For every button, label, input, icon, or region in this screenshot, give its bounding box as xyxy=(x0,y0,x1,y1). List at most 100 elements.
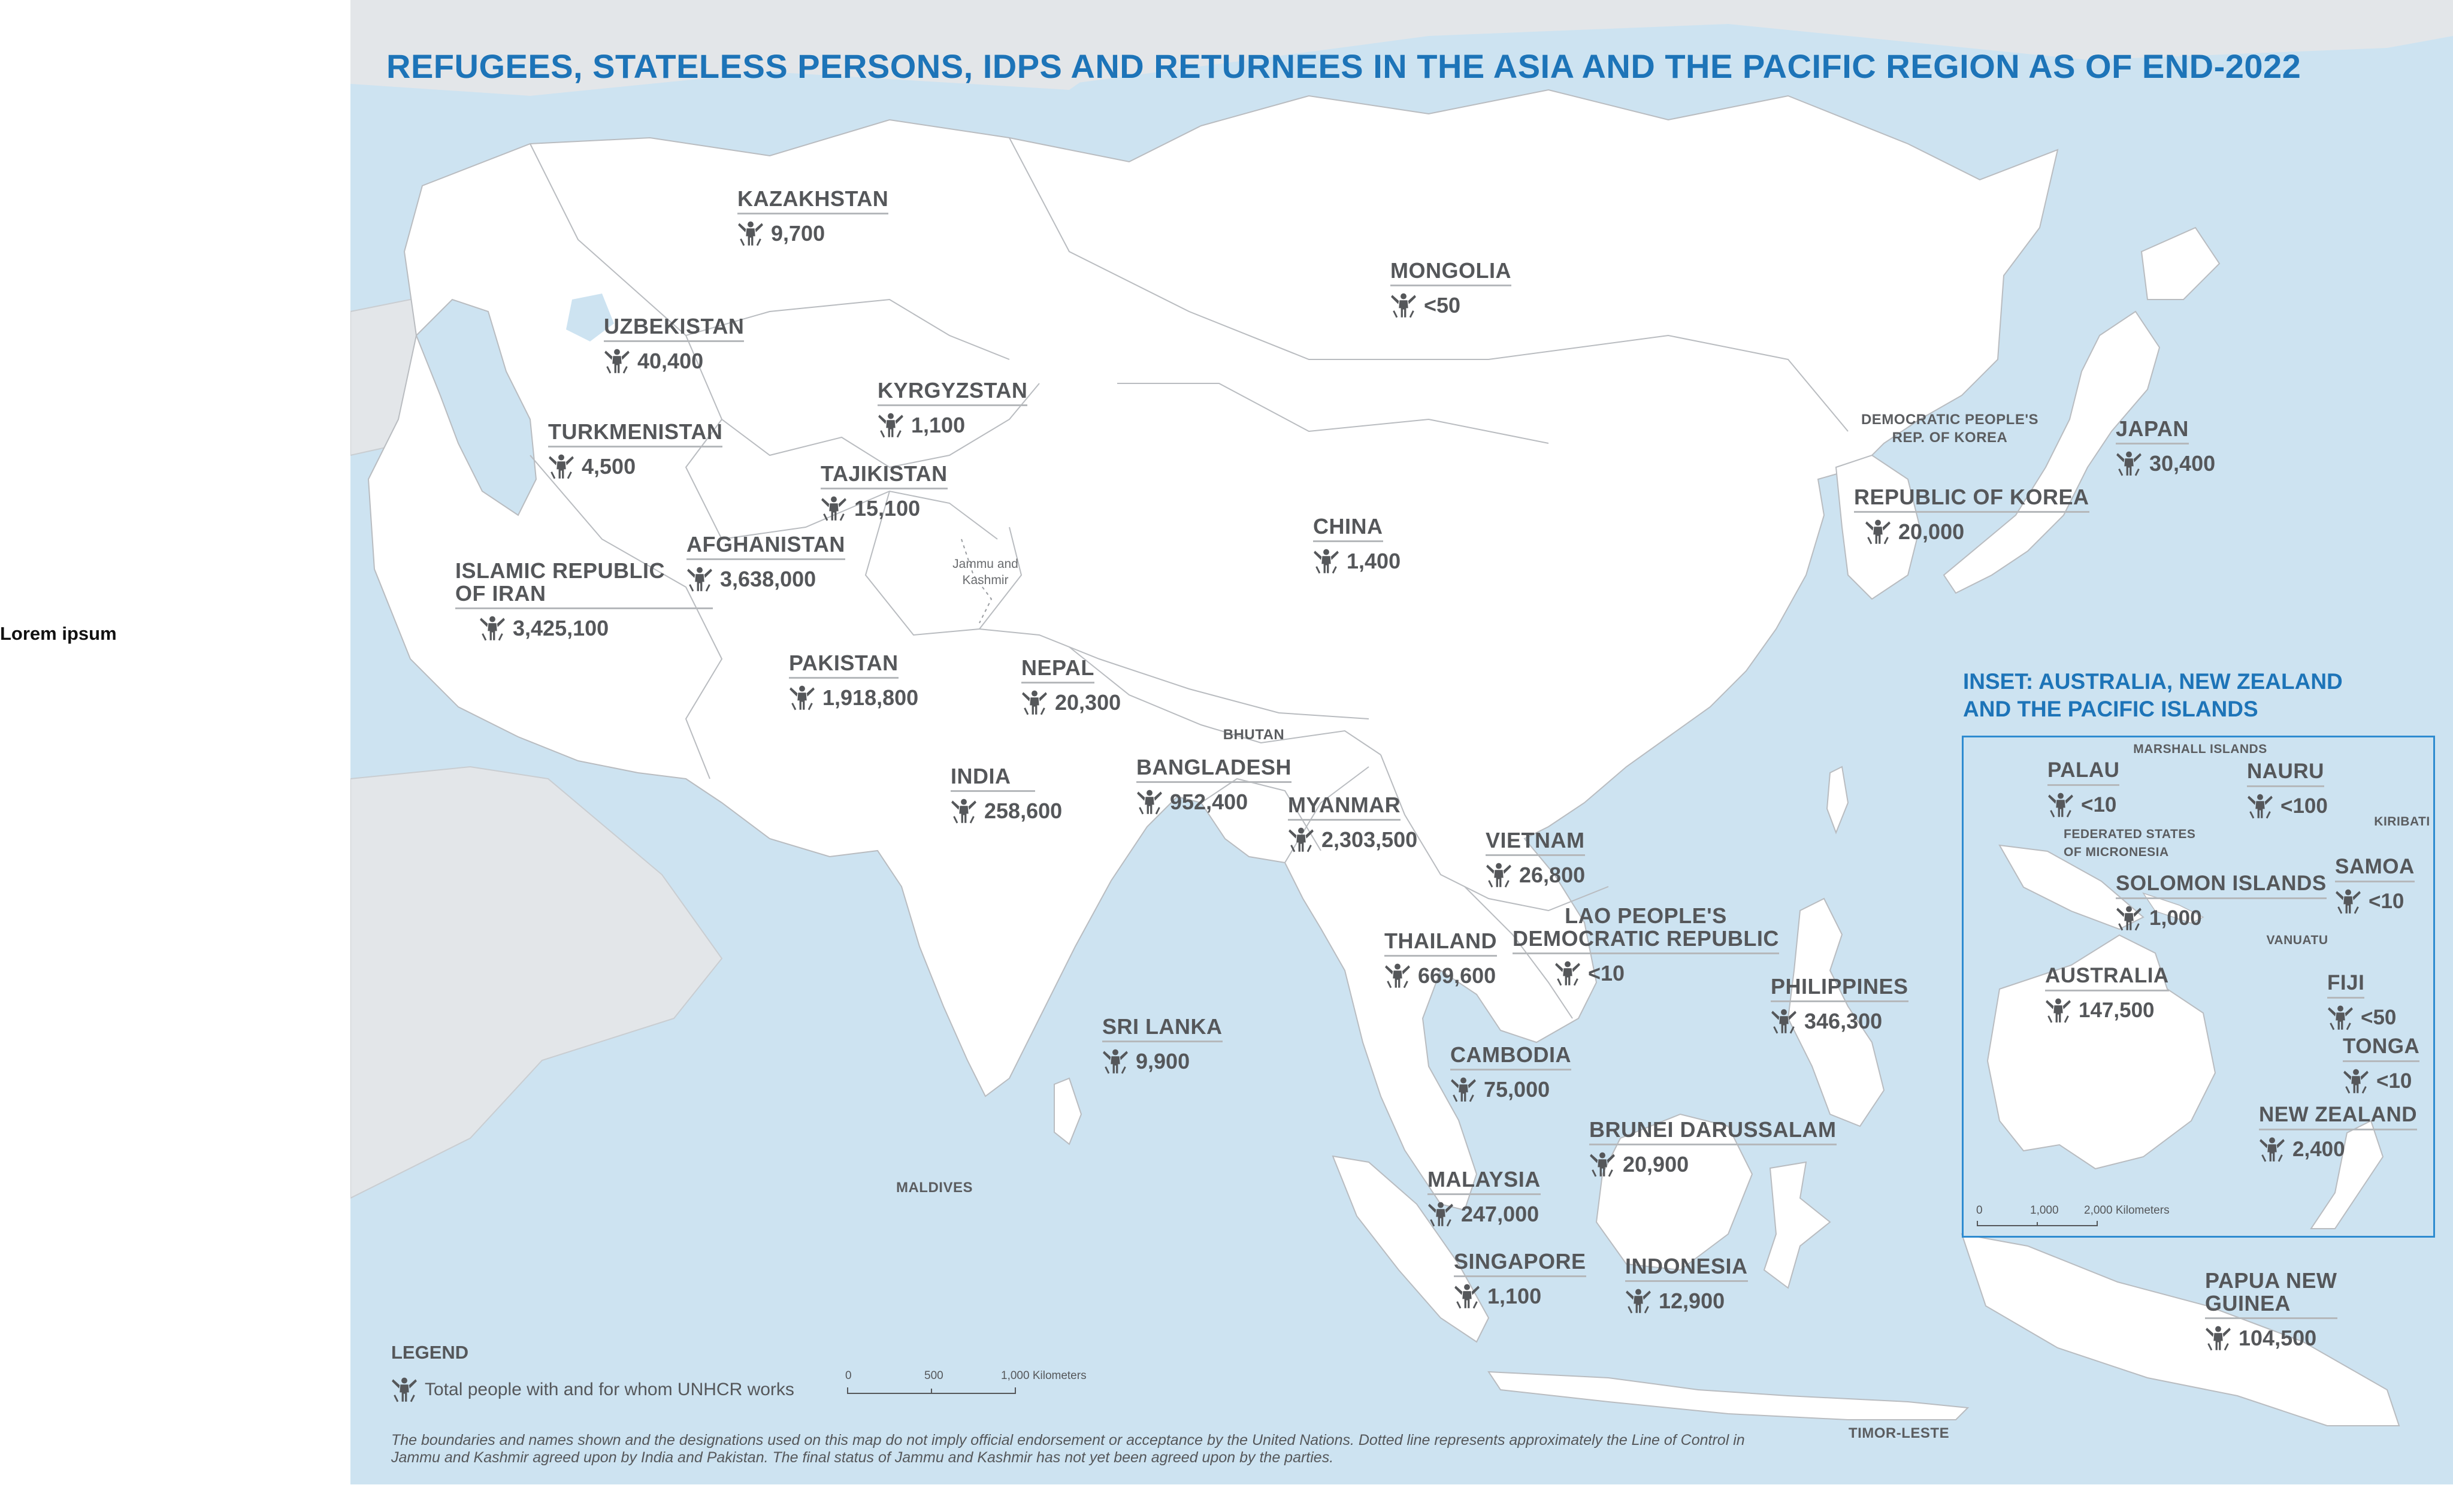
label-china[interactable]: CHINA 1,400 xyxy=(1313,515,1401,574)
country-value: 9,900 xyxy=(1136,1049,1190,1073)
label-lao[interactable]: LAO PEOPLE'S DEMOCRATIC REPUBLIC <10 xyxy=(1513,905,1779,987)
person-icon xyxy=(2247,793,2273,819)
country-name: INDIA xyxy=(951,765,1035,792)
country-name: KYRGYZSTAN xyxy=(878,379,1028,406)
label-malaysia[interactable]: MALAYSIA 247,000 xyxy=(1427,1168,1541,1227)
aral-sea xyxy=(566,294,614,341)
country-name: MALAYSIA xyxy=(1427,1168,1541,1195)
country-value: 952,400 xyxy=(1170,790,1248,814)
person-icon xyxy=(1102,1048,1129,1075)
label-new-zealand[interactable]: NEW ZEALAND 2,400 xyxy=(2259,1103,2418,1163)
label-jammu-kashmir: Jammu and Kashmir xyxy=(952,557,1018,587)
label-sri-lanka[interactable]: SRI LANKA 9,900 xyxy=(1102,1015,1223,1075)
person-icon xyxy=(2116,905,2142,932)
label-vietnam[interactable]: VIETNAM 26,800 xyxy=(1486,829,1585,888)
country-name: BANGLADESH xyxy=(1136,756,1292,783)
country-name: KAZAKHSTAN xyxy=(737,188,889,214)
country-name: FIJI xyxy=(2327,972,2365,999)
label-australia[interactable]: AUSTRALIA 147,500 xyxy=(2045,964,2169,1024)
person-icon xyxy=(2045,997,2071,1024)
label-tonga[interactable]: TONGA <10 xyxy=(2343,1035,2420,1094)
hokkaido xyxy=(2140,226,2221,300)
borneo xyxy=(1595,1113,1753,1271)
japan xyxy=(1943,310,2161,594)
country-value: 1,100 xyxy=(911,413,966,437)
label-cambodia[interactable]: CAMBODIA 75,000 xyxy=(1450,1044,1571,1103)
country-name: NAURU xyxy=(2247,760,2324,787)
label-thailand[interactable]: THAILAND 669,600 xyxy=(1384,930,1497,989)
country-value: 2,303,500 xyxy=(1321,827,1418,852)
map-panel[interactable]: REFUGEES, STATELESS PERSONS, IDPS AND RE… xyxy=(350,0,2453,1484)
label-singapore[interactable]: SINGAPORE 1,100 xyxy=(1454,1250,1586,1310)
person-icon xyxy=(1390,292,1417,319)
label-pakistan[interactable]: PAKISTAN 1,918,800 xyxy=(789,652,918,711)
person-icon xyxy=(548,453,574,480)
label-tajikistan[interactable]: TAJIKISTAN 15,100 xyxy=(821,462,948,522)
country-name: TONGA xyxy=(2343,1035,2420,1062)
country-value: 1,918,800 xyxy=(822,685,919,710)
main-scale-0: 0 xyxy=(845,1369,852,1382)
person-icon xyxy=(2047,792,2074,818)
legend-title: LEGEND xyxy=(391,1342,469,1363)
label-brunei[interactable]: BRUNEI DARUSSALAM 20,900 xyxy=(1589,1118,1837,1178)
label-maldives: MALDIVES xyxy=(896,1180,973,1196)
country-value: <10 xyxy=(2081,793,2117,817)
label-palau[interactable]: PALAU <10 xyxy=(2047,759,2120,818)
label-turkmenistan[interactable]: TURKMENISTAN 4,500 xyxy=(548,421,723,480)
label-japan[interactable]: JAPAN 30,400 xyxy=(2116,418,2215,477)
country-name: PALAU xyxy=(2047,759,2120,786)
country-value: 12,900 xyxy=(1659,1289,1725,1313)
label-afghanistan[interactable]: AFGHANISTAN 3,638,000 xyxy=(686,533,845,592)
label-marshall-islands: MARSHALL ISLANDS xyxy=(2133,742,2267,756)
label-nepal[interactable]: NEPAL 20,300 xyxy=(1021,657,1121,716)
label-uzbekistan[interactable]: UZBEKISTAN 40,400 xyxy=(604,315,745,374)
label-india[interactable]: INDIA 258,600 xyxy=(951,765,1062,824)
person-icon xyxy=(1589,1151,1616,1178)
label-fiji[interactable]: FIJI <50 xyxy=(2327,972,2396,1031)
inset-frame[interactable] xyxy=(1962,736,2435,1238)
legend-item-label: Total people with and for whom UNHCR wor… xyxy=(425,1380,794,1399)
inset-land xyxy=(1986,844,2384,1229)
label-vanuatu: VANUATU xyxy=(2266,933,2328,947)
label-mongolia[interactable]: MONGOLIA <50 xyxy=(1390,259,1511,319)
label-indonesia[interactable]: INDONESIA 12,900 xyxy=(1625,1255,1748,1314)
country-value: <10 xyxy=(2369,890,2404,913)
label-kyrgyzstan[interactable]: KYRGYZSTAN 1,100 xyxy=(878,379,1028,439)
other-land-arabia xyxy=(350,766,723,1199)
country-value: 3,638,000 xyxy=(720,567,816,591)
label-samoa[interactable]: SAMOA <10 xyxy=(2335,855,2415,915)
java xyxy=(1487,1371,1970,1420)
label-myanmar[interactable]: MYANMAR 2,303,500 xyxy=(1288,794,1417,853)
main-scale-bar: 0 500 1,000 Kilometers xyxy=(845,1369,1087,1399)
person-icon xyxy=(951,798,977,824)
person-icon xyxy=(604,348,630,374)
country-value: <50 xyxy=(2361,1006,2397,1029)
main-scale-2: 1,000 Kilometers xyxy=(1001,1369,1087,1382)
country-name: SINGAPORE xyxy=(1454,1250,1586,1277)
map-title: REFUGEES, STATELESS PERSONS, IDPS AND RE… xyxy=(386,47,2301,85)
country-value: 4,500 xyxy=(582,454,636,479)
label-philippines[interactable]: PHILIPPINES 346,300 xyxy=(1771,975,1908,1035)
person-icon xyxy=(1136,789,1163,815)
country-name: NEW ZEALAND xyxy=(2259,1103,2418,1130)
sulawesi xyxy=(1763,1161,1831,1289)
label-kazakhstan[interactable]: KAZAKHSTAN 9,700 xyxy=(737,188,889,247)
country-value: 247,000 xyxy=(1461,1202,1539,1226)
label-solomon-islands[interactable]: SOLOMON ISLANDS 1,000 xyxy=(2116,872,2327,932)
country-name: ISLAMIC REPUBLIC OF IRAN xyxy=(455,560,713,609)
country-name: TAJIKISTAN xyxy=(821,462,948,489)
person-icon xyxy=(1021,690,1048,716)
person-icon xyxy=(2335,888,2361,915)
label-nauru[interactable]: NAURU <100 xyxy=(2247,760,2328,819)
sri-lanka xyxy=(1054,1077,1082,1145)
label-republic-of-korea[interactable]: REPUBLIC OF KOREA 20,000 xyxy=(1854,486,2089,545)
label-papua-new-guinea[interactable]: PAPUA NEW GUINEA 104,500 xyxy=(2205,1269,2337,1351)
label-dprk: DEMOCRATIC PEOPLE'S REP. OF KOREA xyxy=(1861,412,2039,446)
label-bhutan: BHUTAN xyxy=(1223,727,1285,743)
label-bangladesh[interactable]: BANGLADESH 952,400 xyxy=(1136,756,1292,815)
country-name: NEPAL xyxy=(1021,657,1094,684)
country-value: 104,500 xyxy=(2239,1326,2317,1350)
label-iran[interactable]: ISLAMIC REPUBLIC OF IRAN 3,425,100 xyxy=(455,560,713,642)
person-icon xyxy=(1554,960,1581,987)
country-value: 26,800 xyxy=(1519,863,1586,887)
